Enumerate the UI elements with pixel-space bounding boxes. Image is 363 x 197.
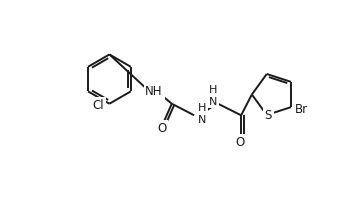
Text: O: O bbox=[235, 136, 244, 149]
Text: H
N: H N bbox=[209, 85, 217, 107]
Text: H
N: H N bbox=[198, 103, 206, 125]
Text: Br: Br bbox=[295, 103, 308, 116]
Text: S: S bbox=[265, 109, 272, 122]
Text: Cl: Cl bbox=[93, 99, 105, 112]
Text: O: O bbox=[157, 122, 166, 135]
Text: NH: NH bbox=[145, 85, 163, 98]
